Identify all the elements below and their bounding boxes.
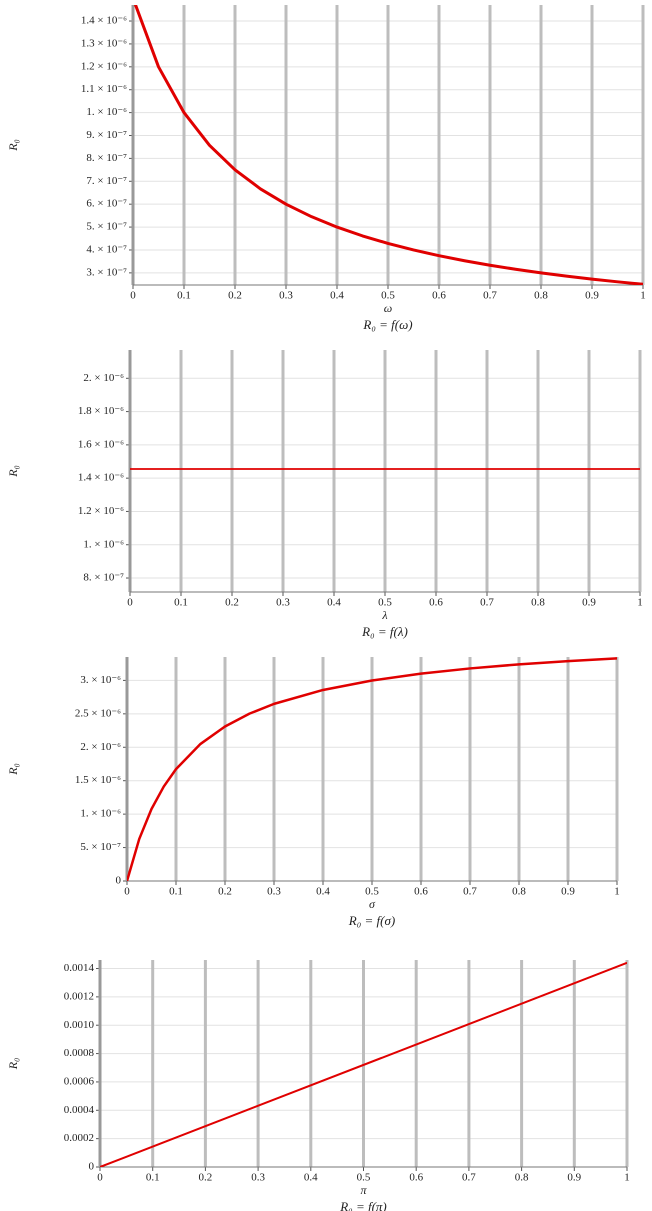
x-tick-label: 1 [624,1172,630,1184]
y-axis-label: R₀ [6,465,20,478]
y-tick-label: 1.4 × 10⁻⁶ [78,472,124,484]
y-tick-label: 0.0012 [64,990,94,1002]
y-tick-label: 3. × 10⁻⁷ [86,266,127,278]
data-line [100,961,627,1167]
x-tick-label: 0.7 [480,597,494,609]
y-tick-label: 1.6 × 10⁻⁶ [78,438,124,450]
y-tick-label: 0.0002 [64,1132,94,1144]
y-tick-label: 3. × 10⁻⁶ [80,674,121,686]
x-tick-label: 0.4 [316,886,330,898]
data-line [133,5,643,285]
y-tick-label: 1.1 × 10⁻⁶ [81,83,127,95]
y-tick-label: 0 [89,1161,95,1173]
y-tick-label: 0.0010 [64,1019,95,1031]
x-tick-label: 0.7 [462,1172,476,1184]
x-tick-label: 0.4 [330,290,344,302]
x-axis-label: σ [369,897,376,911]
x-tick-label: 0.6 [409,1172,423,1184]
y-tick-label: 1. × 10⁻⁶ [86,106,127,118]
chart-title: R₀ = f(π) [339,1199,387,1211]
x-tick-label: 0.6 [414,886,428,898]
y-tick-label: 2.5 × 10⁻⁶ [75,707,121,719]
y-tick-label: 1. × 10⁻⁶ [80,808,121,820]
x-tick-label: 0 [127,597,133,609]
y-tick-label: 9. × 10⁻⁷ [86,129,127,141]
y-tick-label: 1.8 × 10⁻⁶ [78,405,124,417]
y-tick-label: 8. × 10⁻⁷ [86,152,127,164]
x-tick-label: 0.7 [483,290,497,302]
x-tick-label: 0.2 [218,886,232,898]
x-axis-label: π [360,1183,367,1197]
x-tick-label: 0.8 [512,886,526,898]
x-tick-label: 0.9 [585,290,599,302]
x-tick-label: 0.6 [432,290,446,302]
x-tick-label: 0.5 [357,1172,371,1184]
y-tick-label: 1. × 10⁻⁶ [83,538,124,550]
y-tick-label: 5. × 10⁻⁷ [80,841,121,853]
x-tick-label: 0.8 [515,1172,529,1184]
x-tick-label: 0.5 [365,886,379,898]
x-tick-label: 1 [637,597,643,609]
x-axis-label: ω [384,301,392,315]
chart-title: R₀ = f(ω) [362,317,412,332]
x-tick-label: 0.1 [146,1172,160,1184]
y-tick-label: 5. × 10⁻⁷ [86,221,127,233]
x-tick-label: 0.8 [531,597,545,609]
x-tick-label: 0 [124,886,130,898]
y-tick-label: 1.2 × 10⁻⁶ [78,505,124,517]
x-tick-label: 1 [614,886,620,898]
y-tick-label: 2. × 10⁻⁶ [83,372,124,384]
x-tick-label: 0.2 [228,290,242,302]
y-tick-label: 8. × 10⁻⁷ [83,572,124,584]
x-tick-label: 0.3 [276,597,290,609]
x-tick-label: 0.6 [429,597,443,609]
x-tick-label: 0.3 [279,290,293,302]
x-tick-label: 0.3 [267,886,281,898]
y-tick-label: 2. × 10⁻⁶ [80,741,121,753]
x-tick-label: 0.5 [378,597,392,609]
y-axis-label: R₀ [6,139,20,152]
y-tick-label: 7. × 10⁻⁷ [86,175,127,187]
data-line [127,657,617,881]
y-tick-label: 4. × 10⁻⁷ [86,244,127,256]
x-tick-label: 0 [130,290,136,302]
y-tick-label: 0.0004 [64,1104,95,1116]
x-tick-label: 0.4 [327,597,341,609]
x-tick-label: 1 [640,290,646,302]
x-tick-label: 0.4 [304,1172,318,1184]
y-axis-label: R₀ [6,763,20,776]
y-axis-label: R₀ [6,1058,20,1071]
y-tick-label: 0.0006 [64,1075,95,1087]
x-axis-label: λ [381,608,387,622]
x-tick-label: 0.8 [534,290,548,302]
x-tick-label: 0.1 [169,886,183,898]
y-tick-label: 6. × 10⁻⁷ [86,198,127,210]
y-tick-label: 1.3 × 10⁻⁶ [81,37,127,49]
y-tick-label: 1.5 × 10⁻⁶ [75,774,121,786]
x-tick-label: 0.3 [251,1172,265,1184]
x-tick-label: 0.9 [582,597,596,609]
x-tick-label: 0.9 [561,886,575,898]
y-tick-label: 0 [116,875,122,887]
x-tick-label: 0.2 [199,1172,213,1184]
y-tick-label: 0.0014 [64,962,95,974]
y-tick-label: 1.2 × 10⁻⁶ [81,60,127,72]
x-tick-label: 0.7 [463,886,477,898]
x-tick-label: 0.1 [174,597,188,609]
x-tick-label: 0.1 [177,290,191,302]
x-tick-label: 0.9 [567,1172,581,1184]
x-tick-label: 0 [97,1172,103,1184]
x-tick-label: 0.2 [225,597,239,609]
x-tick-label: 0.5 [381,290,395,302]
chart-title: R₀ = f(λ) [361,624,408,639]
y-tick-label: 0.0008 [64,1047,95,1059]
y-tick-label: 1.4 × 10⁻⁶ [81,15,127,27]
chart-title: R₀ = f(σ) [348,913,395,928]
